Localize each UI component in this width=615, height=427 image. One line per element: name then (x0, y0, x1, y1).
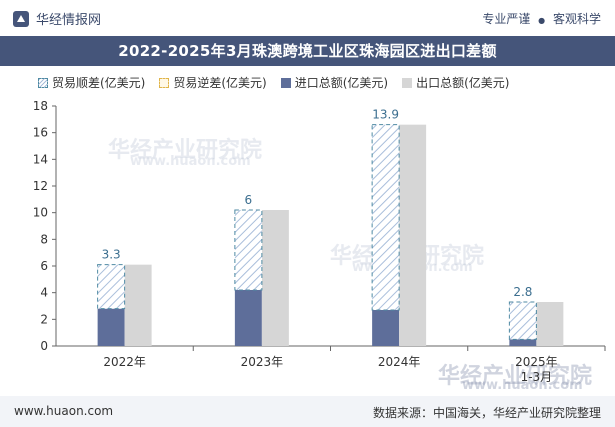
import-bar (372, 310, 400, 346)
motto-separator: ● (538, 16, 546, 25)
legend-label-surplus: 贸易顺差(亿美元) (52, 76, 146, 90)
y-tick-label: 8 (40, 232, 48, 246)
x-tick-label: 2024年 (378, 355, 421, 369)
legend-item-import: 进口总额(亿美元) (280, 74, 389, 91)
export-bar (536, 302, 564, 346)
y-tick-label: 18 (33, 99, 48, 113)
brand: 华经情报网 (12, 9, 101, 28)
export-bar (124, 264, 152, 346)
y-tick-label: 10 (33, 206, 48, 220)
huaon-logo-icon (13, 10, 29, 27)
watermark-3: 华经产业研究院 (438, 364, 593, 389)
legend-swatch-surplus (38, 77, 48, 88)
trade-surplus-bar (371, 124, 400, 311)
watermark-url-1: www.huaon.com (130, 154, 251, 169)
legend-label-deficit: 贸易逆差(亿美元) (173, 76, 267, 90)
data-label: 6 (245, 193, 253, 207)
trade-surplus-bar (508, 301, 537, 340)
y-tick-label: 2 (40, 312, 48, 326)
legend-item-export: 出口总额(亿美元) (402, 74, 510, 91)
chart-legend: 贸易顺差(亿美元) 贸易逆差(亿美元) 进口总额(亿美元) 出口总额(亿美元) (38, 74, 510, 91)
y-tick-label: 4 (40, 286, 48, 300)
legend-swatch-export (402, 77, 413, 88)
chart-canvas: 0 2 4 6 8 10 12 14 16 18 3.3 2022年 6 2023年 13.9 2024年 2… (33, 99, 606, 384)
footer-source: 数据来源：中国海关，华经产业研究院整理 (372, 406, 601, 420)
y-tick-label: 14 (33, 152, 48, 166)
legend-swatch-import (280, 77, 291, 88)
x-tick-label: 2023年 (241, 355, 284, 369)
y-tick-label: 16 (33, 126, 48, 140)
data-label: 3.3 (102, 248, 121, 262)
trade-surplus-bar (97, 264, 126, 310)
export-bar (261, 210, 289, 346)
import-bar (509, 339, 537, 346)
motto: 专业严谨 ● 客观科学 (482, 10, 601, 27)
motto-right: 客观科学 (552, 12, 601, 26)
x-tick-label: 2022年 (103, 355, 146, 369)
trade-surplus-bar (234, 209, 263, 291)
motto-left: 专业严谨 (482, 12, 531, 26)
footer: www.huaon.com 数据来源：中国海关，华经产业研究院整理 (0, 396, 615, 427)
footer-site[interactable]: www.huaon.com (14, 404, 114, 418)
y-tick-label: 0 (40, 339, 48, 353)
import-bar (234, 290, 262, 346)
legend-label-import: 进口总额(亿美元) (294, 76, 389, 90)
data-label: 13.9 (372, 108, 399, 122)
export-bar (399, 124, 427, 347)
watermark-url-3: www.huaon.com (462, 378, 583, 393)
legend-swatch-deficit (159, 77, 170, 88)
chart-title: 2022-2025年3月珠澳跨境工业区珠海园区进出口差额 (0, 36, 615, 66)
x-tick-label: 2025年 (515, 355, 558, 369)
top-bar: 华经情报网 专业严谨 ● 客观科学 (0, 0, 615, 36)
legend-item-deficit: 贸易逆差(亿美元) (159, 74, 267, 91)
data-label: 2.8 (513, 285, 532, 299)
legend-label-export: 出口总额(亿美元) (416, 76, 510, 90)
legend-item-surplus: 贸易顺差(亿美元) (38, 74, 145, 91)
brand-name: 华经情报网 (36, 13, 102, 28)
y-tick-label: 6 (40, 259, 48, 273)
import-bar (97, 308, 125, 346)
y-tick-label: 12 (33, 179, 48, 193)
watermark-1: 华经产业研究院 (108, 138, 263, 163)
x-tick-label: 1-3月 (521, 370, 553, 384)
